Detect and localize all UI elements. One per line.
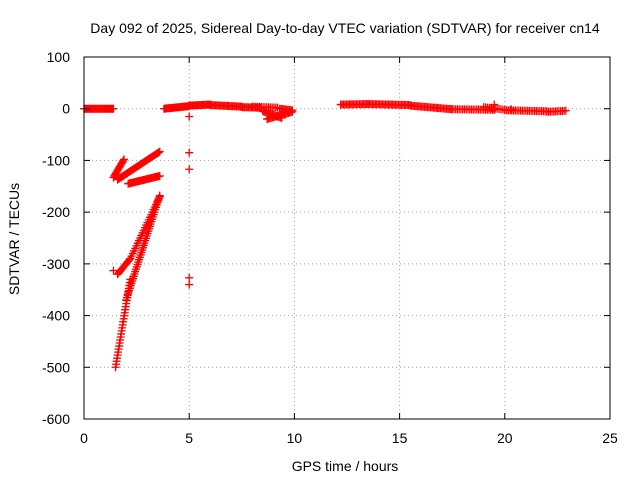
y-tick-label: -400 bbox=[42, 308, 70, 324]
x-tick-label: 20 bbox=[497, 430, 513, 446]
x-tick-label: 5 bbox=[185, 430, 193, 446]
chart-title: Day 092 of 2025, Sidereal Day-to-day VTE… bbox=[90, 20, 600, 36]
y-tick-label: -300 bbox=[42, 256, 70, 272]
y-tick-label: -200 bbox=[42, 204, 70, 220]
plot-frame bbox=[83, 56, 611, 420]
y-tick-label: 0 bbox=[62, 101, 70, 117]
x-axis-label: GPS time / hours bbox=[292, 458, 399, 474]
y-axis-label: SDTVAR / TECUs bbox=[6, 183, 22, 295]
data-point bbox=[154, 148, 163, 157]
data-point bbox=[507, 105, 516, 114]
x-tick-label: 15 bbox=[392, 430, 408, 446]
x-tick-label: 0 bbox=[80, 430, 88, 446]
data-point bbox=[109, 266, 118, 275]
data-point bbox=[185, 112, 194, 121]
data-point bbox=[185, 273, 194, 282]
data-point bbox=[155, 171, 164, 180]
x-axis: 0 5 10 15 20 25 bbox=[80, 57, 618, 446]
data-point bbox=[155, 147, 164, 156]
y-tick-label: 100 bbox=[47, 49, 71, 65]
data-point bbox=[273, 103, 282, 112]
y-tick-label: -500 bbox=[42, 359, 70, 375]
data-point bbox=[185, 280, 194, 289]
y-axis: 100 0 -100 -200 -300 -400 -500 -600 bbox=[42, 49, 610, 427]
data-point bbox=[288, 106, 297, 115]
data-point bbox=[155, 192, 164, 201]
x-tick-label: 25 bbox=[602, 430, 618, 446]
y-tick-label: -600 bbox=[42, 411, 70, 427]
data-point bbox=[490, 100, 499, 109]
data-point bbox=[561, 106, 570, 115]
data-point bbox=[185, 148, 194, 157]
data-point bbox=[119, 155, 128, 164]
x-tick-label: 10 bbox=[287, 430, 303, 446]
y-tick-label: -100 bbox=[42, 152, 70, 168]
data-point bbox=[185, 165, 194, 174]
data-point bbox=[119, 156, 128, 165]
data-marks bbox=[80, 100, 570, 372]
data-point bbox=[109, 104, 118, 113]
